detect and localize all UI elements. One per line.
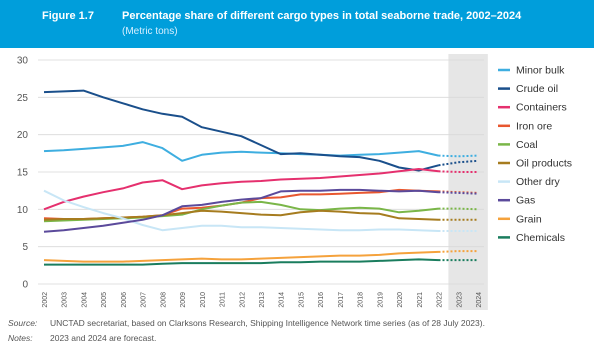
- legend-label: Minor bulk: [516, 65, 565, 77]
- y-tick-label: 0: [22, 280, 28, 291]
- x-tick-label: 2021: [417, 292, 424, 308]
- series-forecast-line: [438, 154, 479, 158]
- legend-label: Other dry: [516, 176, 561, 188]
- series-line: [43, 141, 439, 162]
- y-tick-label: 25: [17, 93, 29, 104]
- x-tick-label: 2008: [160, 292, 167, 308]
- legend-label: Iron ore: [516, 120, 552, 132]
- x-tick-label: 2013: [259, 292, 266, 308]
- x-tick-label: 2015: [298, 292, 305, 308]
- figure-subtitle: (Metric tons): [122, 26, 178, 37]
- series-forecast-line: [438, 207, 479, 211]
- x-tick-label: 2010: [200, 292, 207, 308]
- x-tick-label: 2024: [476, 292, 483, 308]
- x-tick-label: 2004: [81, 292, 88, 308]
- x-tick-label: 2009: [180, 292, 187, 308]
- legend-label: Gas: [516, 195, 535, 207]
- source-label: Source:: [8, 318, 38, 328]
- x-tick-label: 2007: [141, 292, 148, 308]
- x-tick-label: 2003: [62, 292, 69, 308]
- source-note: Source: UNCTAD secretariat, based on Clar…: [8, 318, 485, 328]
- x-tick-label: 2023: [456, 292, 463, 308]
- figure-header: Figure 1.7 Percentage share of different…: [0, 0, 594, 48]
- forecast-band: [448, 54, 488, 310]
- notes-text: 2023 and 2024 are forecast.: [50, 333, 157, 343]
- series-line: [43, 209, 439, 221]
- y-tick-label: 5: [22, 242, 28, 253]
- source-text: UNCTAD secretariat, based on Clarksons R…: [50, 318, 485, 328]
- series-forecast-line: [438, 250, 478, 253]
- notes-note: Notes: 2023 and 2024 are forecast.: [8, 333, 156, 343]
- series-forecast-line: [438, 191, 479, 195]
- y-tick-label: 20: [17, 130, 29, 141]
- figure-title: Percentage share of different cargo type…: [122, 10, 522, 22]
- legend-label: Chemicals: [516, 232, 565, 244]
- series-line: [43, 89, 439, 172]
- y-tick-label: 30: [17, 56, 29, 67]
- series-forecast-line: [438, 170, 478, 173]
- series-line: [43, 189, 439, 232]
- x-tick-label: 2012: [239, 292, 246, 308]
- figure-number: Figure 1.7: [42, 10, 94, 22]
- x-tick-label: 2018: [358, 292, 365, 308]
- x-tick-label: 2006: [121, 292, 128, 308]
- legend-label: Crude oil: [516, 83, 558, 95]
- legend-label: Grain: [516, 213, 542, 225]
- x-tick-label: 2005: [101, 292, 108, 308]
- x-tick-label: 2019: [377, 292, 384, 308]
- series-line: [43, 188, 439, 233]
- y-tick-label: 10: [17, 205, 29, 216]
- legend-label: Coal: [516, 139, 538, 151]
- x-tick-label: 2002: [42, 292, 49, 308]
- legend-label: Containers: [516, 102, 567, 114]
- x-tick-label: 2014: [279, 292, 286, 308]
- line-chart: 0 5 10 15 20 25 30 2002 2003 2004 2005 2006 2007 2008…: [17, 54, 572, 310]
- x-tick-label: 2016: [318, 292, 325, 308]
- series-line: [43, 168, 439, 211]
- x-tick-label: 2022: [437, 292, 444, 308]
- x-tick-label: 2020: [397, 292, 404, 308]
- series-line: [44, 258, 439, 266]
- x-tick-label: 2011: [220, 292, 227, 307]
- series-line: [43, 250, 439, 263]
- notes-label: Notes:: [8, 333, 33, 343]
- legend-label: Oil products: [516, 158, 572, 170]
- y-tick-label: 15: [17, 168, 29, 179]
- series-forecast-line: [438, 159, 479, 167]
- x-tick-label: 2017: [338, 292, 345, 308]
